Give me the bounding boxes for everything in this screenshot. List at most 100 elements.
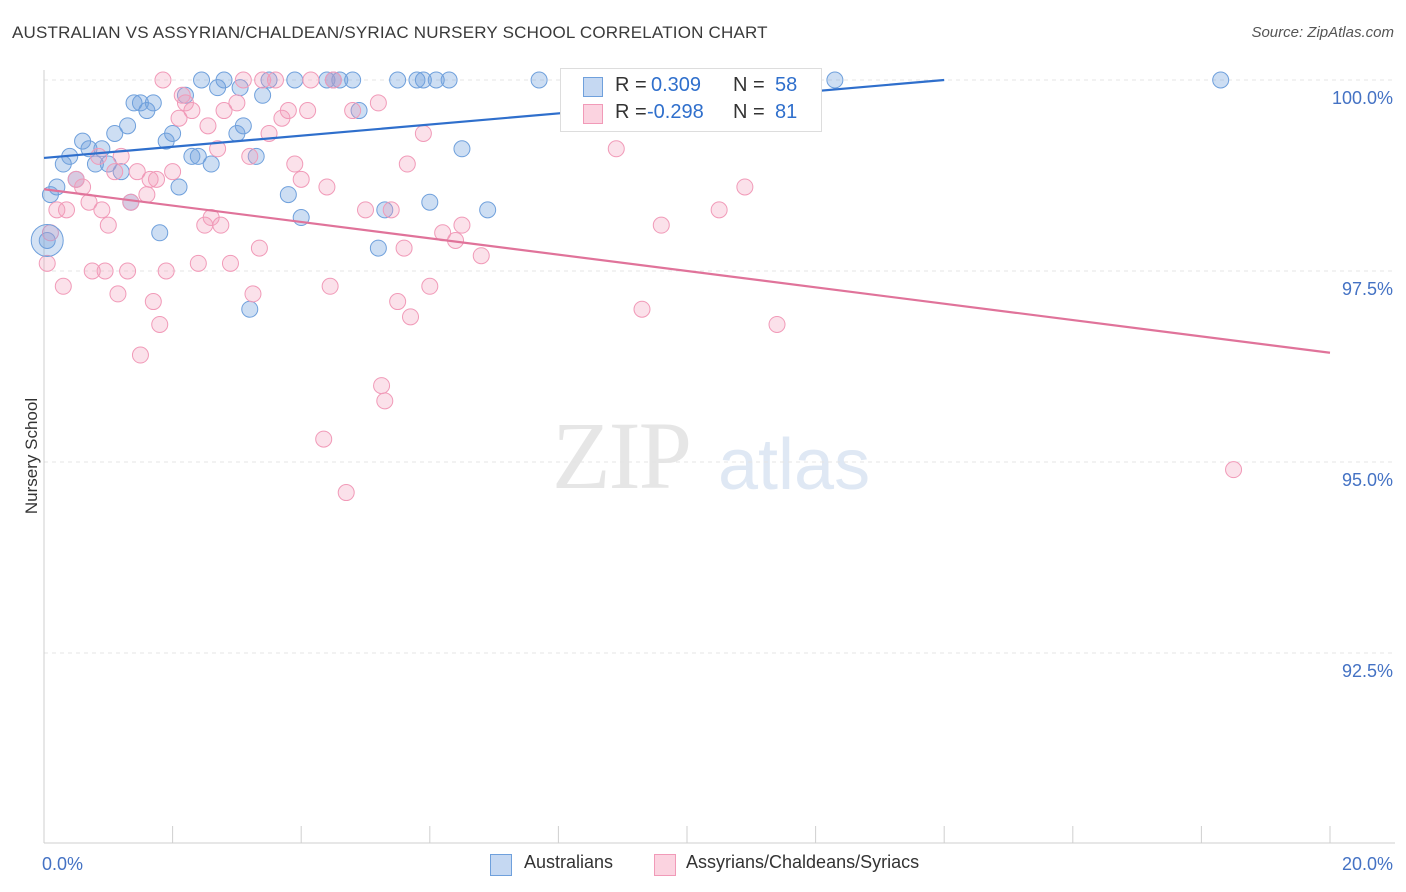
point-australians <box>193 71 211 89</box>
point-australians <box>183 147 201 165</box>
point-australians <box>202 155 220 173</box>
point-assyrians <box>183 102 201 120</box>
legend-n-value: 58 <box>775 74 798 96</box>
watermark-zip: ZIP <box>552 402 692 509</box>
y-tick-label: 95.0% <box>1342 470 1393 490</box>
point-assyrians <box>157 262 175 280</box>
point-assyrians <box>373 377 391 395</box>
point-australians <box>241 300 259 318</box>
point-assyrians <box>170 109 188 127</box>
y-tick-label: 97.5% <box>1342 279 1393 299</box>
point-assyrians <box>266 71 284 89</box>
point-australians <box>826 71 844 89</box>
chart-source: Source: ZipAtlas.com <box>1251 24 1394 41</box>
point-assyrians <box>321 277 339 295</box>
bottom-legend-label: Assyrians/Chaldeans/Syriacs <box>686 852 920 872</box>
point-assyrians <box>151 315 169 333</box>
point-assyrians <box>344 102 362 120</box>
point-assyrians <box>144 293 162 311</box>
point-assyrians <box>453 216 471 234</box>
point-australians <box>331 71 349 89</box>
point-assyrians <box>607 140 625 158</box>
point-assyrians <box>652 216 670 234</box>
point-assyrians <box>234 71 252 89</box>
point-australians <box>440 71 458 89</box>
point-assyrians <box>154 71 172 89</box>
point-assyrians <box>228 94 246 112</box>
legend-r-value: -0.298 <box>647 101 704 123</box>
point-australians <box>414 71 432 89</box>
point-assyrians <box>398 155 416 173</box>
point-australians <box>125 94 143 112</box>
legend-n-value: 81 <box>775 101 798 123</box>
point-australians <box>389 71 407 89</box>
point-assyrians <box>286 155 304 173</box>
point-assyrians <box>318 178 336 196</box>
point-assyrians <box>395 239 413 257</box>
point-assyrians <box>148 170 166 188</box>
point-assyrians <box>109 285 127 303</box>
point-assyrians <box>83 262 101 280</box>
point-australians <box>369 239 387 257</box>
chart-title: AUSTRALIAN VS ASSYRIAN/CHALDEAN/SYRIAC N… <box>12 23 768 42</box>
point-assyrians <box>199 117 217 135</box>
point-australians <box>151 224 169 242</box>
point-australians <box>421 193 439 211</box>
point-assyrians <box>768 315 786 333</box>
point-assyrians <box>324 71 342 89</box>
point-australians <box>119 117 137 135</box>
point-assyrians <box>736 178 754 196</box>
point-australians <box>350 102 368 120</box>
point-assyrians <box>90 147 108 165</box>
point-australians <box>279 186 297 204</box>
bottom-legend-label: Australians <box>524 852 614 872</box>
point-australians <box>254 86 272 104</box>
trendline-assyrians <box>43 188 1331 354</box>
legend-n-label: N = <box>733 74 765 96</box>
point-assyrians <box>302 71 320 89</box>
legend-row-australians: R = 0.309 N = 58 <box>561 74 821 100</box>
point-assyrians <box>93 201 111 219</box>
point-assyrians <box>215 102 233 120</box>
point-australians <box>215 71 233 89</box>
legend-swatch-assyrians <box>583 104 603 124</box>
point-assyrians <box>131 346 149 364</box>
point-australians <box>189 147 207 165</box>
point-assyrians <box>138 186 156 204</box>
point-australians <box>170 178 188 196</box>
point-assyrians <box>96 262 114 280</box>
watermark-atlas: atlas <box>718 425 871 505</box>
point-australians <box>106 124 124 142</box>
bottom-legend-swatch-australians <box>490 854 512 876</box>
point-australians <box>247 147 265 165</box>
point-australians-large <box>30 223 64 257</box>
point-australians <box>144 94 162 112</box>
point-assyrians <box>99 216 117 234</box>
legend-r-label: R = <box>615 101 647 123</box>
legend-r-label: R = <box>615 74 647 96</box>
point-assyrians <box>389 293 407 311</box>
legend-r-value: 0.309 <box>651 74 702 96</box>
point-australians <box>234 117 252 135</box>
legend-swatch-australians <box>583 77 603 97</box>
point-assyrians <box>414 124 432 142</box>
point-assyrians <box>38 254 56 272</box>
y-tick-label: 92.5% <box>1342 661 1393 681</box>
point-australians <box>1212 71 1230 89</box>
point-australians <box>479 201 497 219</box>
point-assyrians <box>221 254 239 272</box>
point-assyrians <box>128 163 146 181</box>
point-assyrians <box>710 201 728 219</box>
point-assyrians <box>402 308 420 326</box>
point-australians <box>453 140 471 158</box>
point-assyrians <box>292 170 310 188</box>
point-australians <box>344 71 362 89</box>
point-assyrians <box>244 285 262 303</box>
point-australians <box>427 71 445 89</box>
legend-n-label: N = <box>733 101 765 123</box>
point-australians <box>408 71 426 89</box>
bottom-legend-swatch-assyrians <box>654 854 676 876</box>
point-assyrians <box>254 71 272 89</box>
point-assyrians <box>279 102 297 120</box>
